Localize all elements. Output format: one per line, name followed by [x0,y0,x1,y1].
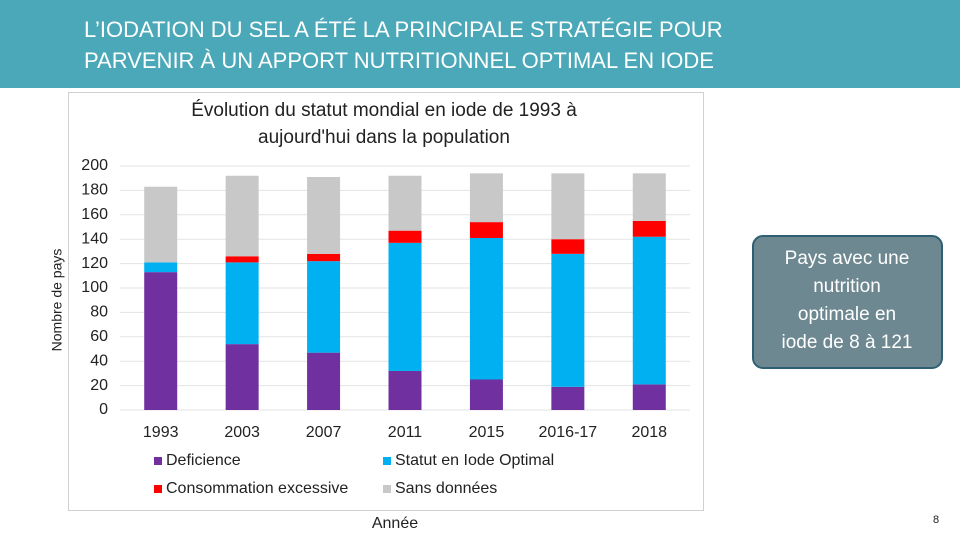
y-tick-label: 160 [81,206,108,223]
bar-segment [388,370,422,410]
legend-swatch [383,485,391,493]
bar-segment [551,386,585,410]
callout-text: Pays avec une [785,248,910,269]
bar-segment [144,186,178,263]
legend-swatch [154,485,162,493]
bar-segment [469,222,503,238]
bar-segment [388,242,422,371]
page-number: 8 [933,514,939,526]
x-tick-label: 2016-17 [538,424,597,441]
bar-segment [632,173,666,221]
legend-label: Deficience [166,452,241,469]
chart-title: Évolution du statut mondial en iode de 1… [191,100,577,121]
y-tick-label: 140 [81,230,108,247]
bar-segment [632,384,666,410]
callout-text: nutrition [813,276,881,297]
legend-label: Statut en Iode Optimal [395,452,554,469]
bar-segment [632,220,666,237]
y-tick-label: 120 [81,255,108,272]
bar-segment [469,173,503,223]
y-tick-label: 200 [81,157,108,174]
callout-text: iode de 8 à 121 [781,332,912,353]
bar-segment [225,256,259,263]
y-tick-label: 80 [90,304,108,321]
bar-segment [307,261,341,353]
y-axis-label: Nombre de pays [49,249,65,352]
bar-segment [225,344,259,410]
header-band [0,0,960,88]
bar-segment [225,262,259,345]
x-tick-label: 2015 [469,424,505,441]
x-tick-label: 2003 [224,424,260,441]
bar-segment [469,237,503,380]
x-tick-label: 2018 [631,424,667,441]
y-tick-label: 0 [99,401,108,418]
legend-label: Sans données [395,480,497,497]
bar-segment [551,253,585,387]
bar-segment [144,272,178,410]
y-tick-label: 60 [90,328,108,345]
header-title: PARVENIR À UN APPORT NUTRITIONNEL OPTIMA… [84,48,714,73]
bar-segment [469,379,503,410]
legend-swatch [383,457,391,465]
bar-segment [144,262,178,273]
y-tick-label: 100 [81,279,108,296]
x-tick-label: 1993 [143,424,179,441]
callout-box [752,235,943,369]
bar-segment [307,253,341,262]
header-title: L’IODATION DU SEL A ÉTÉ LA PRINCIPALE ST… [84,17,723,42]
y-tick-label: 180 [81,182,108,199]
bar-segment [551,173,585,240]
chart-title: aujourd'hui dans la population [258,127,510,148]
bar-segment [307,352,341,410]
y-tick-label: 40 [90,352,108,369]
bar-segment [388,230,422,243]
bar-segment [632,236,666,385]
bar-segment [551,239,585,254]
x-tick-label: 2011 [388,424,423,441]
legend-swatch [154,457,162,465]
legend-label: Consommation excessive [166,480,348,497]
bar-segment [225,175,259,257]
bar-segment [307,176,341,254]
y-tick-label: 20 [90,377,108,394]
bar-segment [388,175,422,231]
x-axis-label: Année [372,515,418,532]
callout-text: optimale en [798,304,896,325]
x-tick-label: 2007 [306,424,342,441]
